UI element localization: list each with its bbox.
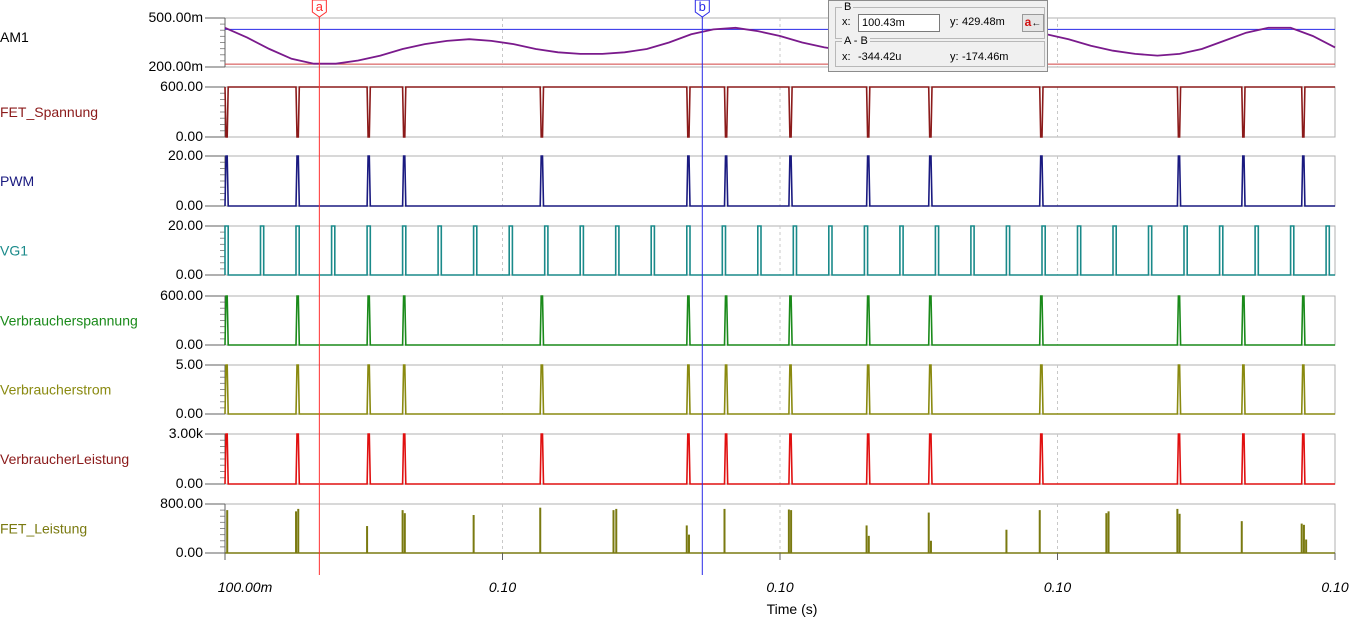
cursor-b-label: b (699, 0, 706, 14)
x-axis-label: Time (s) (767, 601, 818, 617)
y-tick-label-bottom: 0.00 (176, 405, 203, 421)
y-tick-label-top: 5.00 (176, 356, 203, 372)
x-tick-label: 100.00m (218, 579, 273, 595)
cursor-b-x-label: x: (842, 16, 851, 28)
y-tick-label-bottom: 0.00 (176, 336, 203, 352)
series-label: PWM (0, 173, 34, 189)
cursor-readout-panel: B x: y: 429.48m a← A - B x: -344.42u y: … (828, 0, 1048, 72)
trace (224, 364, 1335, 415)
cursor-a-label: a (316, 0, 324, 14)
trace (224, 225, 1335, 276)
cursor-b-x-input[interactable] (858, 14, 940, 32)
arrow-left-icon: ← (1031, 18, 1042, 29)
panel-fet-spannung: 600.00 0.00 FET_Spannung (0, 78, 1336, 144)
cursor-b-flag (694, 0, 710, 18)
y-tick-label-bottom: 0.00 (176, 266, 203, 282)
y-tick-label-bottom: 0.00 (176, 128, 203, 144)
panel-vg1: 20.00 0.00 VG1 (0, 217, 1336, 282)
y-tick-label-bottom: 0.00 (176, 544, 203, 560)
cursor-diff-group: A - B x: -344.42u y: -174.46m (835, 35, 1045, 67)
series-label: FET_Spannung (0, 104, 98, 120)
cursor-select-button[interactable]: a← (1022, 14, 1044, 32)
cursor-diff-x-label: x: (842, 51, 851, 63)
series-label: VG1 (0, 243, 28, 259)
y-tick-label-bottom: 0.00 (176, 475, 203, 491)
cursor-a-flag (311, 0, 327, 18)
x-tick-label: 0.10 (766, 579, 793, 595)
cursor-diff-y-value: -174.46m (962, 51, 1009, 63)
series-label: Verbraucherspannung (0, 313, 138, 329)
cursor-b-y-label: y: (950, 16, 959, 28)
cursor-diff-group-title: A - B (842, 35, 870, 47)
trace (224, 86, 1335, 138)
panel-verbraucherspannung: 600.00 0.00 Verbraucherspannung (0, 287, 1336, 352)
series-label: AM1 (0, 29, 29, 45)
cursor-diff-y-label: y: (950, 51, 959, 63)
trace (224, 433, 1335, 485)
x-tick-label: 0.10 (1321, 579, 1348, 595)
trace (224, 26, 1336, 65)
y-tick-label-top: 600.00 (160, 287, 203, 303)
trace (224, 295, 1335, 346)
series-label: VerbraucherLeistung (0, 451, 129, 467)
cursor-b-group: B x: y: 429.48m a← (835, 1, 1045, 39)
panel-am1: 500.00m 200.00m AM1 (0, 9, 1336, 74)
y-tick-label-top: 500.00m (149, 9, 203, 25)
y-tick-label-top: 20.00 (168, 217, 203, 233)
panel-verbraucherstrom: 5.00 0.00 Verbraucherstrom (0, 356, 1336, 421)
cursor-b-y-value: 429.48m (962, 16, 1005, 28)
panel-verbraucherleistung: 3.00k 0.00 VerbraucherLeistung (0, 425, 1336, 491)
cursor-diff-x-value: -344.42u (858, 51, 902, 63)
y-tick-label-bottom: 0.00 (176, 197, 203, 213)
panel-pwm: 20.00 0.00 PWM (0, 147, 1336, 213)
x-tick-label: 0.10 (489, 579, 516, 595)
y-tick-label-top: 600.00 (160, 78, 203, 94)
series-label: FET_Leistung (0, 521, 87, 537)
cursor-b-group-title: B (842, 1, 854, 13)
panel-fet-leistung: 800.00 0.00 FET_Leistung (0, 495, 1336, 560)
y-tick-label-bottom: 200.00m (149, 58, 203, 74)
cursor-select-label: a (1024, 15, 1032, 29)
y-tick-label-top: 3.00k (169, 425, 204, 441)
trace (224, 155, 1335, 207)
x-tick-label: 0.10 (1044, 579, 1071, 595)
series-label: Verbraucherstrom (0, 382, 111, 398)
y-tick-label-top: 20.00 (168, 147, 203, 163)
y-tick-label-top: 800.00 (160, 495, 203, 511)
